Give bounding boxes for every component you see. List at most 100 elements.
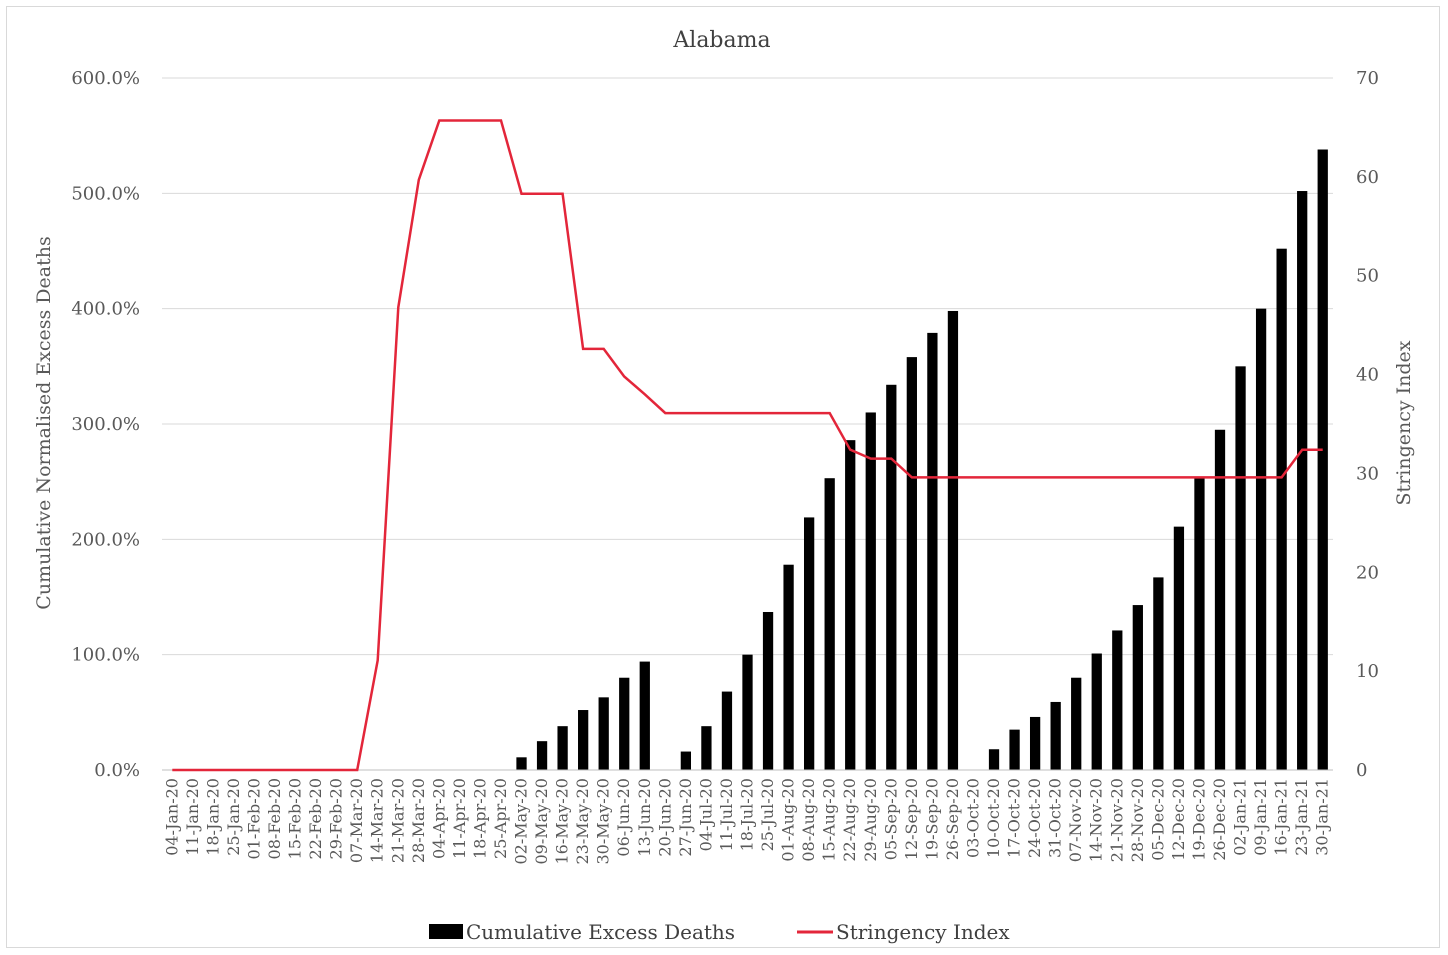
x-tick-label: 22-Feb-20 [306,778,325,859]
x-tick-label: 21-Nov-20 [1107,778,1126,862]
right-tick-label: 40 [1356,365,1379,386]
left-tick-label: 200.0% [71,529,140,550]
x-tick-label: 12-Dec-20 [1169,778,1188,861]
bar [886,384,897,770]
legend: Cumulative Excess Deaths Stringency Inde… [429,920,1010,944]
bar [1317,149,1328,771]
right-tick-label: 30 [1356,463,1379,484]
bar [824,478,835,770]
right-axis-title: Stringency Index [1393,340,1415,505]
x-tick-label: 08-Feb-20 [265,778,284,859]
x-tick-label: 11-Jan-20 [183,778,202,856]
x-tick-label: 14-Nov-20 [1087,778,1106,862]
bar [1153,577,1164,770]
x-tick-label: 08-Aug-20 [799,778,818,862]
x-tick-label: 02-May-20 [512,778,531,865]
x-tick-label: 07-Nov-20 [1066,778,1085,862]
bar [1132,605,1143,770]
bar [1112,630,1123,770]
x-tick-label: 10-Oct-20 [984,778,1003,858]
right-tick-label: 50 [1356,266,1379,287]
bar [1071,677,1082,770]
x-tick-label: 29-Aug-20 [861,778,880,862]
x-tick-label: 15-Feb-20 [286,778,305,859]
bar [1091,653,1102,770]
bar [906,357,917,770]
x-tick-label: 09-May-20 [532,778,551,865]
right-axis-ticks: 0 10 20 30 40 50 60 70 [1356,68,1379,781]
bar [680,751,692,770]
x-tick-label: 25-Jul-20 [758,778,777,851]
left-tick-label: 300.0% [71,414,140,435]
bar [865,412,876,770]
bar [742,654,753,770]
legend-bar-swatch [429,924,463,939]
x-tick-label: 18-Jul-20 [738,778,757,851]
x-tick-label: 29-Feb-20 [327,778,346,859]
bar [1255,308,1267,770]
right-tick-label: 70 [1356,68,1379,89]
x-tick-label: 25-Apr-20 [491,778,510,859]
bar [762,611,774,770]
left-axis-ticks: 0.0% 100.0% 200.0% 300.0% 400.0% 500.0% 600.0% [71,68,140,781]
x-tick-label: 01-Aug-20 [779,778,798,862]
x-tick-label: 13-Jun-20 [635,778,654,857]
bar [1214,429,1226,770]
bar [1050,701,1061,770]
x-tick-label: 26-Dec-20 [1210,778,1229,861]
x-tick-label: 05-Dec-20 [1148,778,1167,861]
left-tick-label: 0.0% [94,760,140,781]
x-tick-label: 03-Oct-20 [963,778,982,858]
x-tick-label: 06-Jun-20 [614,778,633,857]
bar [578,710,589,770]
x-tick-label: 12-Sep-20 [902,778,921,860]
x-tick-label: 15-Aug-20 [820,778,839,862]
bar [988,749,1000,770]
right-tick-label: 20 [1356,562,1379,583]
bar [721,691,733,770]
x-tick-label: 28-Mar-20 [409,778,428,863]
x-tick-label: 19-Dec-20 [1189,778,1208,861]
bar [557,726,568,770]
bar [1235,366,1246,770]
left-tick-label: 400.0% [71,299,140,320]
left-tick-label: 600.0% [71,68,140,89]
x-tick-label: 27-Jun-20 [676,778,695,857]
left-tick-label: 500.0% [71,183,140,204]
bar-series [516,149,1328,771]
left-tick-label: 100.0% [71,645,140,666]
x-tick-label: 07-Mar-20 [347,778,366,863]
x-tick-label: 17-Oct-20 [1005,778,1024,858]
x-tick-label: 31-Oct-20 [1046,778,1065,858]
bar [1297,191,1308,770]
bar [516,757,527,770]
bar [1276,248,1287,770]
bar [619,677,630,770]
stringency-line [172,119,1323,772]
bar [1194,477,1205,770]
bar [783,564,794,770]
x-tick-label: 11-Jul-20 [717,778,736,851]
left-axis-title: Cumulative Normalised Excess Deaths [33,236,55,609]
right-tick-label: 60 [1356,167,1379,188]
bar [536,741,548,770]
x-tick-label: 25-Jan-20 [224,778,243,856]
bar [927,332,938,770]
x-tick-label: 18-Apr-20 [470,778,489,859]
bar [803,517,815,770]
bar [1029,716,1041,770]
x-tick-label: 20-Jun-20 [655,778,674,857]
bar [701,726,712,770]
x-tick-label: 02-Jan-21 [1231,778,1250,856]
x-tick-label: 30-May-20 [594,778,613,865]
bar [947,310,959,770]
x-tick-label: 30-Jan-21 [1313,778,1332,856]
x-tick-label: 26-Sep-20 [943,778,962,860]
x-tick-label: 23-May-20 [573,778,592,865]
x-tick-label: 05-Sep-20 [881,778,900,860]
x-tick-label: 28-Nov-20 [1128,778,1147,862]
x-tick-label: 14-Mar-20 [368,778,387,863]
legend-line-label: Stringency Index [836,920,1010,944]
bar [639,661,650,770]
